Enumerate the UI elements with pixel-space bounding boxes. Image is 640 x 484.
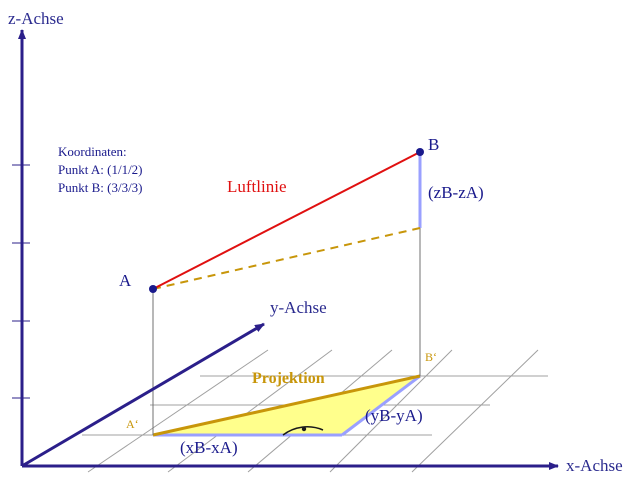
x-axis-label: x-Achse xyxy=(566,456,623,475)
right-angle-dot xyxy=(301,426,307,432)
point-a-projection-label: A‘ xyxy=(126,417,139,431)
grid-line xyxy=(167,349,333,473)
right-angle-arc xyxy=(282,426,324,436)
luftlinie-label: Luftlinie xyxy=(227,177,286,196)
point-a xyxy=(149,285,157,293)
grid-line xyxy=(329,349,453,473)
dy-label: (yB-yA) xyxy=(365,406,423,425)
point-b-projection-label: B‘ xyxy=(425,350,437,364)
y-axis-label: y-Achse xyxy=(270,298,327,317)
dz-label: (zB-zA) xyxy=(428,183,484,202)
point-b-coordinates: Punkt B: (3/3/3) xyxy=(58,180,143,195)
parallel-dashed-line xyxy=(152,227,421,290)
point-b xyxy=(416,148,424,156)
point-b-label: B xyxy=(428,135,439,154)
grid-line xyxy=(411,349,539,473)
luftlinie-line xyxy=(152,151,421,290)
dy-edge xyxy=(341,374,421,437)
z-axis-label: z-Achse xyxy=(8,9,64,28)
z-ticks xyxy=(12,164,30,399)
projektion-label: Projektion xyxy=(252,370,325,387)
grid-line xyxy=(87,349,269,473)
coordinates-heading: Koordinaten: xyxy=(58,144,127,159)
point-a-coordinates: Punkt A: (1/1/2) xyxy=(58,162,143,177)
point-a-label: A xyxy=(119,271,132,290)
dx-label: (xB-xA) xyxy=(180,438,238,457)
projection-line xyxy=(152,374,421,437)
y-axis xyxy=(21,322,265,468)
